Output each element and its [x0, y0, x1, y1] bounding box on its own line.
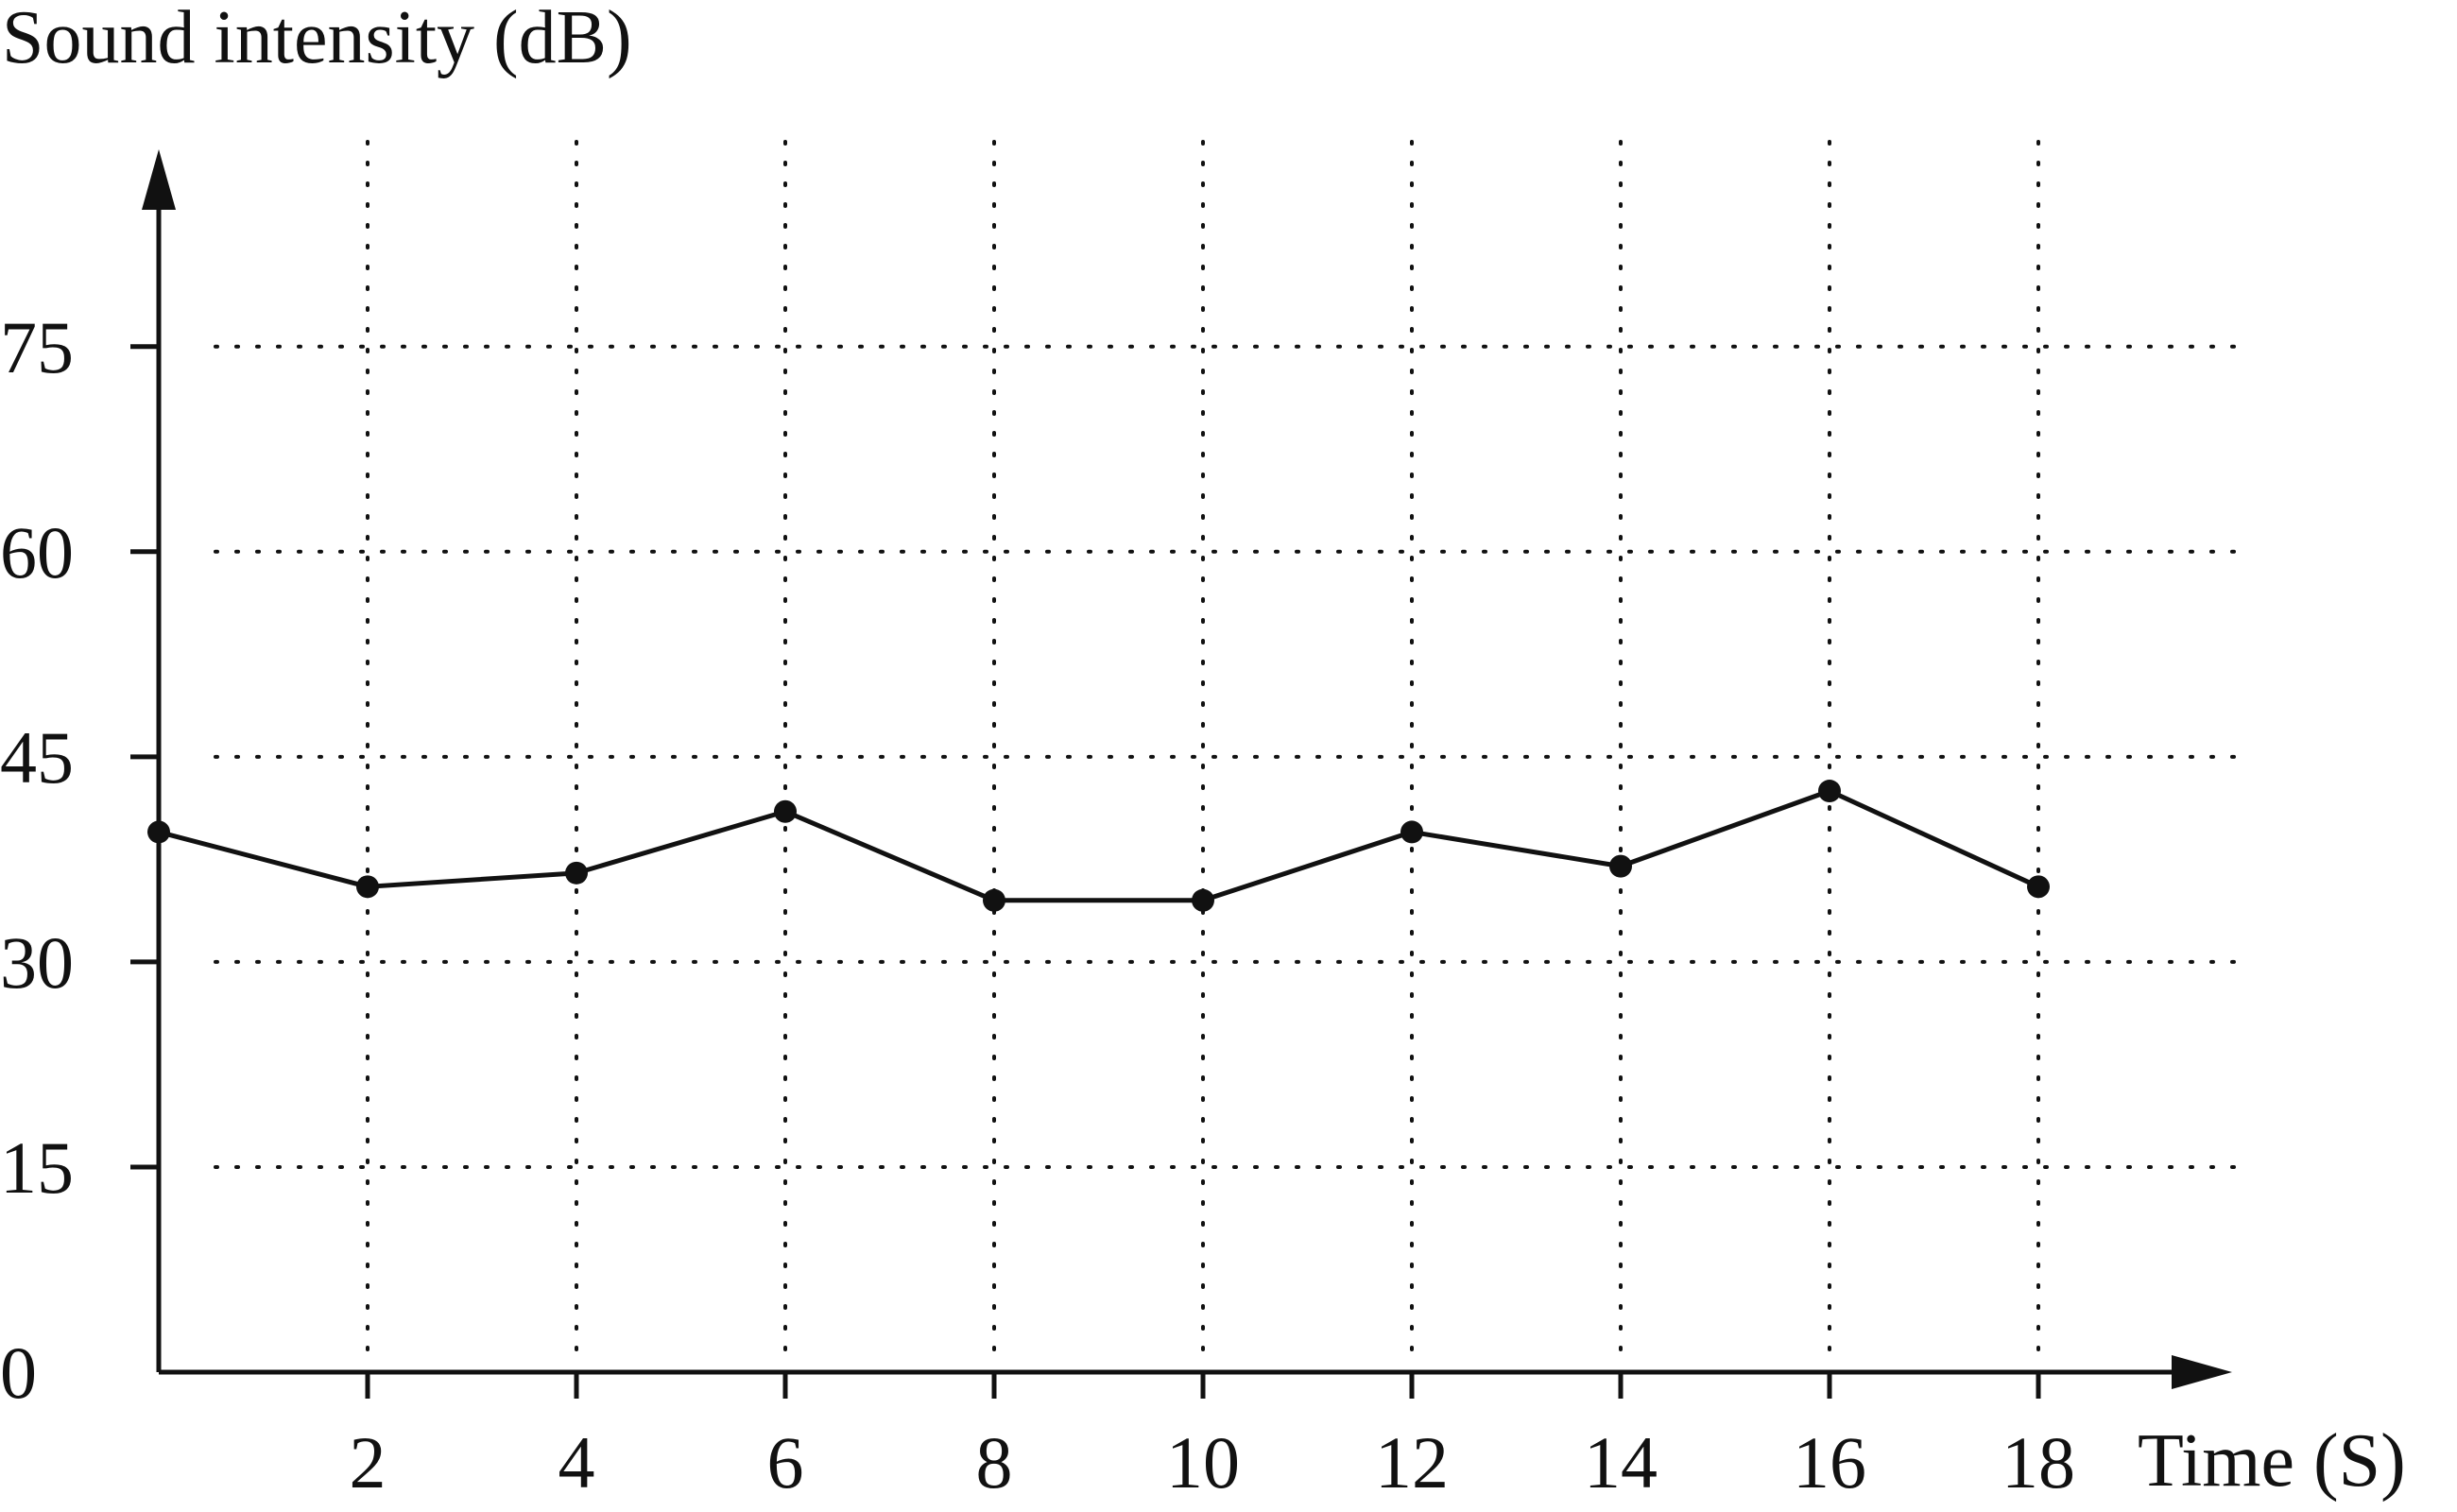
data-point-0-0 [147, 820, 170, 844]
data-point-0-4 [983, 888, 1005, 912]
data-point-0-8 [1818, 780, 1841, 803]
series-line-0 [158, 788, 2040, 903]
data-point-0-5 [1192, 888, 1214, 912]
x-axis-title: Time (S) [2138, 1419, 2406, 1503]
data-point-0-6 [1400, 820, 1423, 844]
x-axis-arrowhead [2172, 1355, 2232, 1389]
tick-label-y-0: 0 [0, 1332, 37, 1414]
grid-lines [214, 140, 2242, 1355]
data-series [147, 780, 2050, 912]
tick-label-x-4: 4 [558, 1421, 595, 1503]
tick-label-y-15: 15 [0, 1126, 74, 1209]
tick-label-x-6: 6 [767, 1421, 804, 1503]
tick-label-x-2: 2 [350, 1421, 387, 1503]
data-point-0-2 [565, 861, 588, 885]
tick-label-x-18: 18 [2002, 1421, 2075, 1503]
tick-marks [130, 344, 2041, 1399]
tick-label-x-14: 14 [1584, 1421, 1658, 1503]
data-point-0-7 [1609, 854, 1632, 878]
data-point-0-9 [2027, 875, 2050, 899]
tick-label-y-75: 75 [0, 306, 74, 388]
tick-label-x-12: 12 [1375, 1421, 1449, 1503]
tick-label-y-60: 60 [0, 511, 74, 593]
data-point-0-3 [774, 799, 797, 823]
tick-label-y-45: 45 [0, 716, 74, 799]
tick-label-x-10: 10 [1166, 1421, 1240, 1503]
axes [142, 149, 2232, 1389]
tick-labels: 0 15 30 45 60 75 2 4 6 8 10 12 14 16 18 [0, 306, 2075, 1503]
tick-label-y-30: 30 [0, 921, 74, 1004]
y-axis-title: Sound intensity (dB) [2, 0, 632, 79]
y-axis-arrowhead [142, 149, 176, 210]
tick-label-x-16: 16 [1793, 1421, 1866, 1503]
tick-label-x-8: 8 [976, 1421, 1013, 1503]
data-point-0-1 [356, 875, 379, 899]
